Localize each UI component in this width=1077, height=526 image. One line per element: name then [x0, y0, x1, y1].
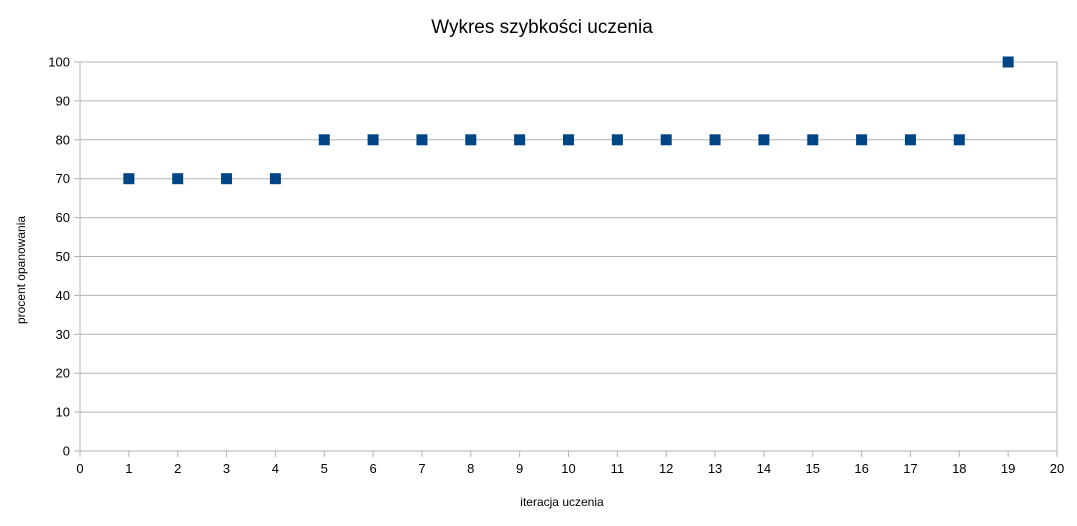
data-point-1 [123, 173, 135, 185]
ytick-label: 30 [56, 327, 70, 342]
xtick-label: 1 [125, 461, 132, 476]
xtick-label: 18 [952, 461, 966, 476]
data-point-15 [807, 134, 819, 146]
data-point-6 [367, 134, 379, 146]
ytick-label: 100 [48, 55, 70, 70]
ytick-label: 10 [56, 405, 70, 420]
data-point-5 [318, 134, 330, 146]
data-point-14 [758, 134, 770, 146]
data-point-12 [660, 134, 672, 146]
xtick-label: 7 [418, 461, 425, 476]
xtick-label: 8 [467, 461, 474, 476]
xtick-label: 14 [757, 461, 771, 476]
xtick-label: 19 [1001, 461, 1015, 476]
xtick-label: 9 [516, 461, 523, 476]
xtick-label: 17 [903, 461, 917, 476]
grid-lines [80, 61, 1057, 452]
data-point-19 [1002, 56, 1014, 68]
data-point-16 [856, 134, 868, 146]
data-point-17 [904, 134, 916, 146]
data-point-13 [709, 134, 721, 146]
xtick-label: 4 [272, 461, 279, 476]
data-point-10 [563, 134, 574, 146]
xtick-label: 10 [561, 461, 575, 476]
data-points [123, 56, 1014, 185]
xtick-label: 6 [369, 461, 376, 476]
data-point-3 [221, 173, 233, 185]
chart-title: Wykres szybkości uczenia [431, 17, 653, 38]
ytick-label: 40 [56, 288, 70, 303]
x-axis-tick-labels: 0 1 2 3 4 5 6 7 8 9 10 11 12 13 14 15 16 17 18 19 20 [76, 461, 1064, 476]
ytick-label: 20 [56, 366, 70, 381]
xtick-label: 11 [611, 461, 625, 476]
xtick-label: 12 [659, 461, 673, 476]
xtick-label: 5 [321, 461, 328, 476]
ytick-label: 0 [63, 444, 70, 459]
ytick-label: 70 [56, 171, 70, 186]
data-point-8 [465, 134, 477, 146]
data-point-11 [611, 134, 623, 146]
axis-ticks [74, 61, 1058, 457]
data-point-2 [172, 173, 184, 185]
ytick-label: 50 [56, 249, 70, 264]
ytick-label: 80 [56, 132, 70, 147]
xtick-label: 20 [1050, 461, 1064, 476]
data-point-4 [269, 173, 281, 185]
data-point-18 [953, 134, 965, 146]
ytick-label: 60 [56, 210, 70, 225]
ytick-label: 90 [56, 93, 70, 108]
y-axis-tick-labels: 0 10 20 30 40 50 60 70 80 90 100 [48, 55, 70, 459]
x-axis-label: iteracja uczenia [520, 495, 604, 509]
y-axis-label: procent opanowania [14, 216, 28, 324]
xtick-label: 13 [708, 461, 722, 476]
xtick-label: 3 [223, 461, 230, 476]
data-point-9 [514, 134, 526, 146]
xtick-label: 15 [806, 461, 820, 476]
data-point-7 [416, 134, 428, 146]
xtick-label: 0 [76, 461, 83, 476]
xtick-label: 2 [174, 461, 181, 476]
xtick-label: 16 [854, 461, 868, 476]
